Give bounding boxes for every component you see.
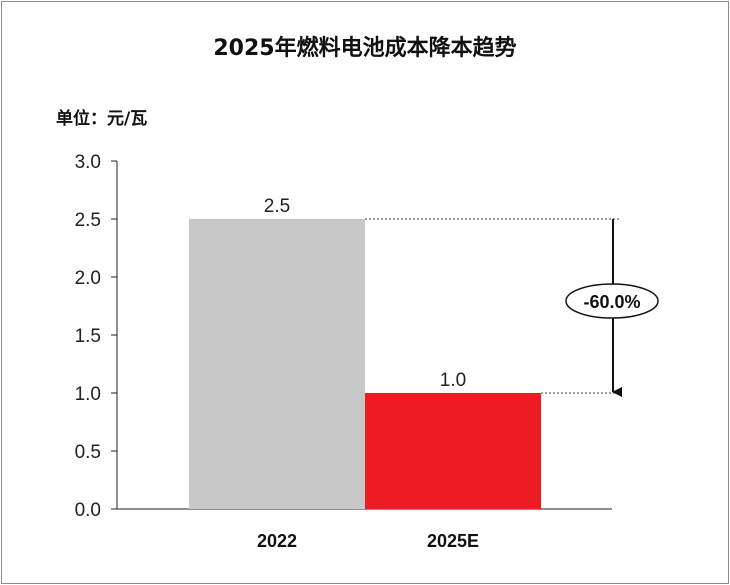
annotation-ellipse (565, 283, 659, 319)
x-tick-label-2022: 2022 (257, 531, 297, 551)
annotation-label: -60.0% (583, 292, 640, 312)
y-tick-label: 0.0 (75, 500, 101, 521)
data-label-2022: 2.5 (264, 196, 290, 217)
labels-layer: 2.5 2022 1.0 2025E (257, 196, 479, 551)
y-tick-label: 3.0 (75, 152, 101, 173)
y-tick-label: 2.5 (75, 210, 101, 231)
y-tick-label: 1.5 (75, 326, 101, 347)
annotation-layer: -60.0% (365, 218, 659, 397)
bar-2022 (189, 219, 365, 509)
unit-label: 单位：元/瓦 (56, 109, 148, 129)
x-tick-label-2025E: 2025E (427, 531, 479, 551)
chart-title: 2025年燃料电池成本降本趋势 (213, 36, 517, 61)
bar-2025E (365, 393, 541, 509)
y-tick-label: 0.5 (75, 442, 101, 463)
y-tick-label: 2.0 (75, 268, 101, 289)
data-label-2025E: 1.0 (440, 370, 466, 391)
bars-layer (189, 219, 541, 509)
y-tick-label: 1.0 (75, 384, 101, 405)
